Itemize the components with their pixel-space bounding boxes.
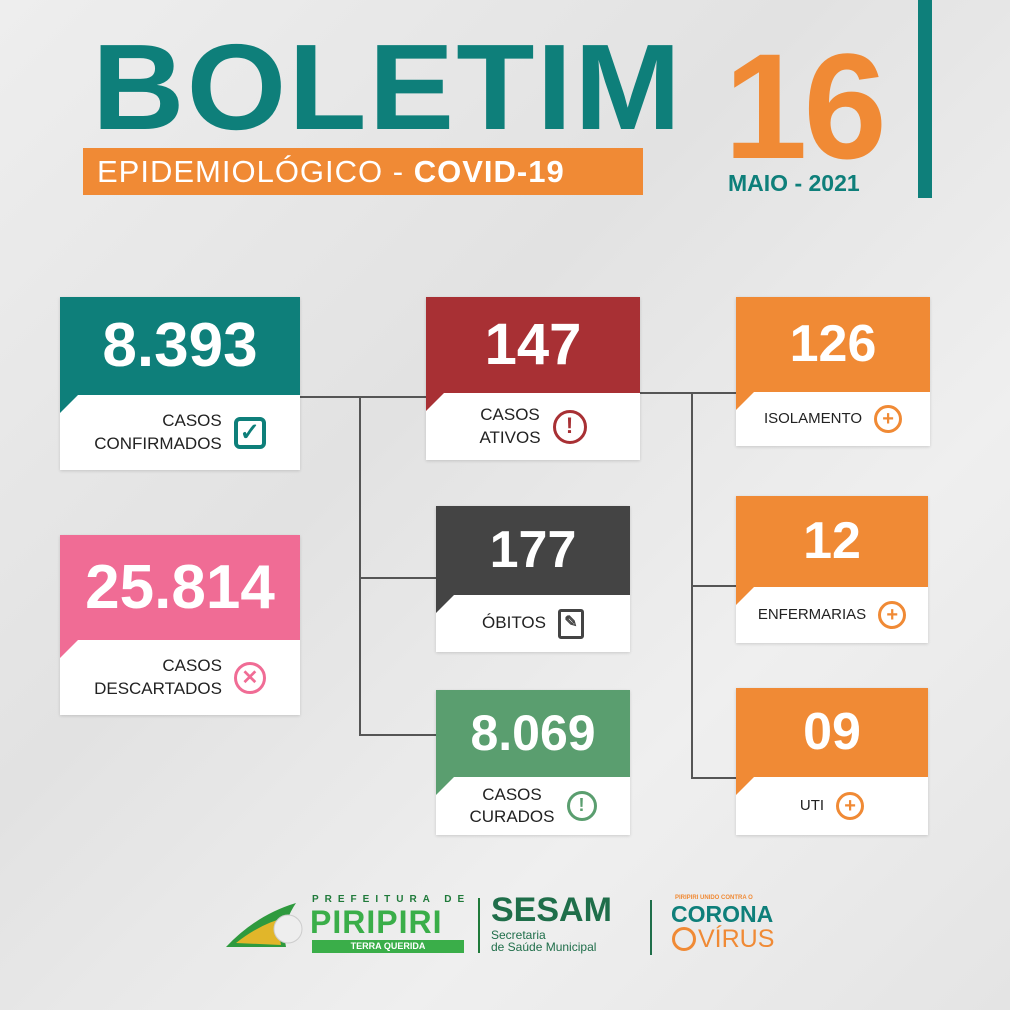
city-name: PIRIPIRI [310,904,443,940]
exclamation-circle-icon: ! [566,791,597,821]
card-casos-confirmados: 8.393 CASOS CONFIRMADOS ✓ [60,297,300,470]
card-casos-curados: 8.069 CASOS CURADOS ! [436,690,630,835]
connector-line [691,777,736,779]
corona-tagline: PIRIPIRI UNIDO CONTRA O [675,895,753,901]
connector-line [359,396,361,736]
x-circle-icon: ✕ [233,661,266,694]
subtitle-light: EPIDEMIOLÓGICO - [97,154,414,189]
card-label: ÓBITOS [482,613,546,633]
card-label: UTI [799,797,825,815]
virus-ban-icon [672,927,696,951]
card-label: ATIVOS [479,427,541,447]
sesam-sub2: de Saúde Municipal [491,940,597,954]
card-label: DESCARTADOS [94,678,222,698]
card-value: 126 [736,297,930,410]
divider [478,898,480,953]
connector-line [691,585,736,587]
connector-line [359,734,436,736]
card-label: CASOS [482,784,542,804]
card-obitos: 177 ÓBITOS ✎ [436,506,630,652]
exclamation-circle-icon: ! [552,409,587,444]
connector-line [359,577,436,579]
bulletin-subtitle: EPIDEMIOLÓGICO - COVID-19 [83,148,643,195]
card-casos-descartados: 25.814 CASOS DESCARTADOS ✕ [60,535,300,715]
card-value: 147 [426,297,640,411]
sesam-logo: SESAM [491,891,612,929]
virus-text: VÍRUS [698,925,775,953]
connector-line [640,392,736,394]
card-label: CONFIRMADOS [94,433,222,453]
corona-logo: CORONA [671,901,774,927]
document-pen-icon: ✎ [557,608,584,639]
plus-circle-icon: + [878,601,907,629]
plus-circle-icon: + [874,405,903,433]
sesam-subtitle: Secretaria de Saúde Municipal [491,929,596,953]
card-value: 177 [436,506,630,613]
check-box-icon: ✓ [233,416,266,449]
card-label: CASOS [162,656,222,676]
card-enfermarias: 12 ENFERMARIAS + [736,496,928,643]
connector-line [300,396,426,398]
plus-circle-icon: + [836,792,865,820]
card-label: CASOS [162,411,222,431]
card-label: CASOS [480,405,540,425]
sesam-sub1: Secretaria [491,928,546,942]
city-motto: TERRA QUERIDA [312,940,464,953]
card-isolamento: 126 ISOLAMENTO + [736,297,930,446]
date-day: 16 [724,22,887,190]
subtitle-bold: COVID-19 [413,154,565,189]
card-value: 09 [736,688,928,795]
piripiri-logo-emblem [226,895,316,950]
accent-bar [918,0,932,198]
pref-label: PREFEITURA DE [312,894,471,905]
card-value: 8.069 [436,690,630,795]
card-value: 25.814 [60,535,300,658]
card-uti: 09 UTI + [736,688,928,835]
card-value: 8.393 [60,297,300,413]
card-label: ISOLAMENTO [763,410,863,428]
divider [650,900,652,955]
card-label: CURADOS [469,807,555,826]
card-value: 12 [736,496,928,605]
bulletin-title: BOLETIM [92,19,684,155]
card-casos-ativos: 147 CASOS ATIVOS ! [426,297,640,460]
card-label: ENFERMARIAS [757,606,867,624]
date-month-year: MAIO - 2021 [728,170,860,196]
